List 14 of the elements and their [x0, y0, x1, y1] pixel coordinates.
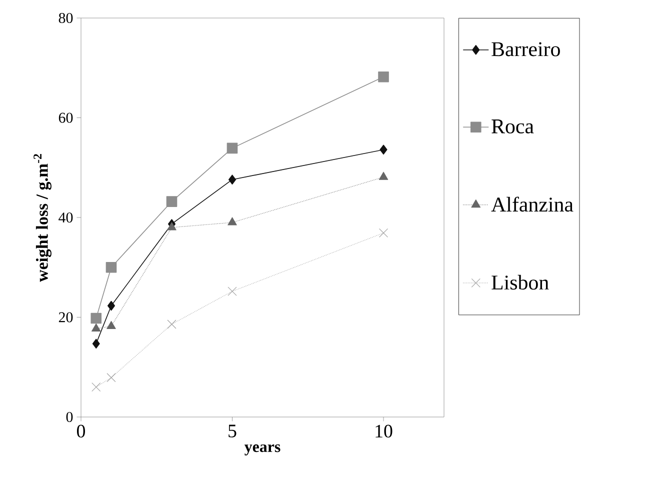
y-tick-label: 80 — [58, 12, 73, 24]
y-tick-label: 40 — [58, 212, 73, 223]
y-axis-title: weight loss / g.m$^{-2}$ — [34, 154, 52, 282]
y-tick-label: 20 — [58, 312, 73, 322]
legend-label: Barreiro — [492, 42, 560, 56]
x-tick-label: 0 — [76, 424, 85, 438]
legend-label: Lisbon — [492, 274, 549, 290]
y-tick-label: 60 — [58, 112, 73, 123]
x-tick-label: 5 — [228, 424, 236, 438]
legend-label: Alfanzina — [491, 196, 574, 212]
x-tick-label: 10 — [376, 424, 392, 438]
y-tick-label: 0 — [66, 412, 73, 422]
x-axis-title: years — [244, 444, 280, 456]
legend-label: Roca — [492, 120, 534, 134]
